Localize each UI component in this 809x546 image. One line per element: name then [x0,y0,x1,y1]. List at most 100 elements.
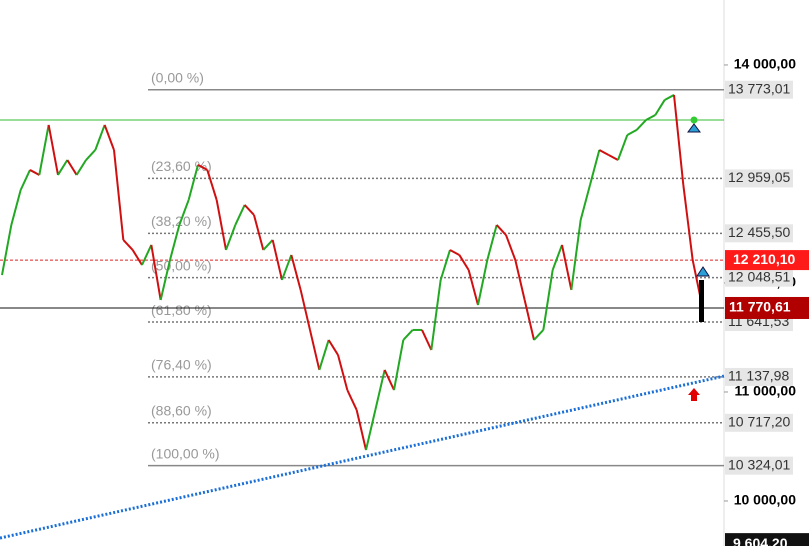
price-segment [318,339,330,371]
price-segment [477,259,489,306]
price-box [725,250,809,271]
price-segment [141,244,153,266]
price-segment [19,169,31,191]
y-tick-label: 11 000,00 [734,383,796,399]
marker [687,123,701,133]
price-segment [542,269,554,331]
price-segment [243,204,255,216]
price-segment [75,159,87,176]
price-box [725,224,793,243]
price-box [725,456,793,475]
price-segment [94,124,106,151]
price-segment [225,224,237,251]
price-segment [402,329,414,341]
price-segment [561,244,573,291]
fib-value-label: 10 717,20 [728,414,790,430]
price-segment [38,124,50,176]
price-segment [393,339,405,391]
price-segment [29,169,40,176]
price-segment [337,354,349,391]
fib-label: (23,60 %) [151,158,212,174]
fib-label: (88,60 %) [151,403,212,419]
price-segment [85,149,97,161]
fib-value-label: 12 959,05 [728,169,790,185]
fib-value-label: 12 455,50 [728,224,790,240]
price-segment [673,94,685,186]
price-segment [309,329,321,371]
price-box [725,268,793,287]
price-segment [495,224,507,236]
price-segment [598,149,610,156]
price-segment [271,239,283,281]
price-segment [439,249,451,281]
price-segment [178,199,190,226]
price-box [725,413,793,432]
price-segment [206,169,218,201]
price-segment [430,279,442,351]
price-segment [187,164,199,201]
price-segment [197,164,208,171]
price-segment [374,369,386,411]
price-segment [159,259,171,301]
price-segment [346,389,358,411]
price-box [725,367,793,386]
price-segment [589,149,601,186]
price-segment [262,239,274,251]
price-segment [113,149,125,241]
price-segment [383,369,395,391]
price-segment [449,249,460,256]
price-segment [467,269,479,306]
price-segment [66,159,78,176]
price-segment [645,114,656,121]
price-box [725,169,793,188]
fib-value-label: 10 324,01 [728,456,790,472]
price-segment [150,244,162,301]
price-segment [533,329,545,341]
price-segment [458,254,470,271]
marker [690,116,698,124]
low-marker-label: 9 604,20 [733,535,788,546]
marker [699,280,704,322]
fib-label: (50,00 %) [151,257,212,273]
price-segment [514,259,526,301]
price-segment [608,154,619,161]
price-segment [131,249,143,266]
price-segment [551,244,563,271]
price-box [725,296,809,319]
price-segment [617,134,629,161]
price-segment [682,184,694,261]
price-segment [654,99,666,116]
y-tick-label: 10 000,00 [734,492,796,508]
price-segment [122,239,134,251]
price-segment [664,94,675,101]
price-segment [635,119,647,131]
marker [696,266,710,277]
fib-label: (100,00 %) [151,445,219,461]
price-segment [570,219,582,291]
price-segment [47,124,59,176]
fib-label: (61,80 %) [151,302,212,318]
price-segment [505,234,517,261]
price-segment [579,184,591,221]
price-segment [327,339,339,356]
fib-value-label: 12 048,51 [728,268,790,284]
price-segment [103,124,115,151]
price-segment [626,129,638,136]
price-segment [253,214,265,251]
price-box [725,80,793,99]
price-segment [1,224,13,276]
price-segment [57,159,69,176]
price-segment [234,204,246,226]
price-box [725,533,809,546]
fib-value-label: 11 137,98 [728,368,789,384]
arrow [688,388,700,401]
price-segment [281,254,293,281]
fib-label: (0,00 %) [151,69,204,85]
price-segment [169,224,181,261]
last-line-label: 11 770,61 [729,299,791,315]
price-segment [421,329,433,351]
fib-value-label: 13 773,01 [728,80,790,96]
fib-label: (76,40 %) [151,357,212,373]
price-segment [290,254,302,291]
